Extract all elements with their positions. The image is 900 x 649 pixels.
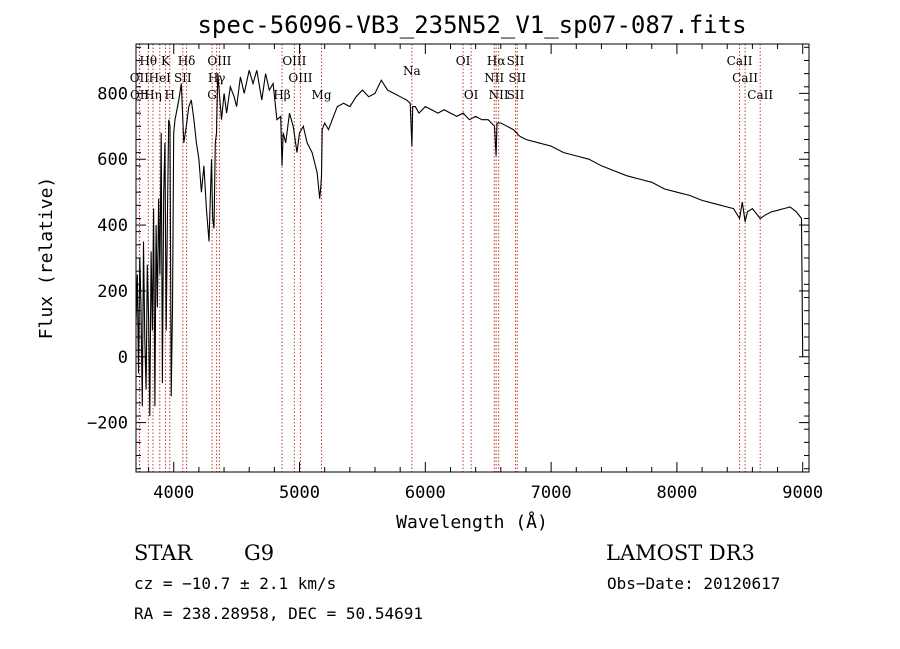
chart-title: spec-56096-VB3_235N52_V1_sp07-087.fits bbox=[197, 11, 746, 39]
spectral-line-label-24: OI bbox=[464, 88, 479, 102]
spectral-line-label-14: NII bbox=[484, 71, 504, 85]
y-tick-label-2: 200 bbox=[97, 282, 128, 302]
x-tick-label-1: 5000 bbox=[279, 483, 320, 503]
spectral-line-label-5: OI bbox=[456, 54, 471, 68]
spectral-line-label-3: OIII bbox=[207, 54, 231, 68]
spectral-line-label-26: SII bbox=[507, 88, 525, 102]
spectral-line-label-1: K bbox=[161, 54, 171, 68]
spectral-line-label-27: CaII bbox=[747, 88, 773, 102]
x-axis-ticks: 4000 5000 6000 7000 8000 9000 bbox=[148, 44, 823, 503]
coordinates: RA = 238.28958, DEC = 50.54691 bbox=[134, 604, 423, 623]
x-axis-label: Wavelength (Å) bbox=[396, 511, 548, 533]
x-tick-label-5: 9000 bbox=[782, 483, 823, 503]
spectral-line-label-2: Hδ bbox=[178, 54, 196, 68]
spectral-line-label-20: G bbox=[207, 88, 217, 102]
y-axis-label: Flux (relative) bbox=[36, 177, 57, 340]
y-axis-ticks: −200 0 200 400 600 800 bbox=[87, 46, 809, 470]
spectral-line-label-13: OIII bbox=[288, 71, 312, 85]
x-tick-label-2: 6000 bbox=[405, 483, 446, 503]
spectral-line-label-19: H bbox=[164, 88, 174, 102]
plot-frame bbox=[135, 43, 810, 473]
y-tick-label-3: 400 bbox=[97, 216, 128, 236]
survey-name: LAMOST DR3 bbox=[606, 541, 755, 565]
spectral-line-label-15: SII bbox=[508, 71, 526, 85]
spectral-line-label-17: OII bbox=[130, 88, 150, 102]
spectral-line-markers bbox=[138, 44, 761, 472]
spectral-line-label-23: Na bbox=[403, 64, 421, 78]
spectral-line-label-25: NII bbox=[489, 88, 509, 102]
spectral-line-label-4: OIII bbox=[282, 54, 306, 68]
spectral-line-label-7: SII bbox=[507, 54, 525, 68]
spectral-line-label-22: Mg bbox=[312, 88, 332, 102]
y-tick-label-0: −200 bbox=[87, 414, 128, 434]
spectral-line-label-11: SII bbox=[174, 71, 192, 85]
flux-series-line bbox=[135, 70, 804, 417]
spectral-line-label-16: CaII bbox=[732, 71, 758, 85]
x-tick-label-3: 7000 bbox=[531, 483, 572, 503]
y-tick-label-5: 800 bbox=[97, 84, 128, 104]
object-subclass: G9 bbox=[244, 541, 274, 565]
spectral-line-label-10: HeI bbox=[149, 71, 172, 85]
spectral-line-label-12: Hγ bbox=[208, 71, 226, 85]
spectral-line-label-21: Hβ bbox=[273, 88, 290, 102]
y-tick-label-4: 600 bbox=[97, 150, 128, 170]
object-class: STAR bbox=[134, 541, 193, 565]
observation-date: Obs−Date: 20120617 bbox=[607, 574, 780, 593]
redshift-cz: cz = −10.7 ± 2.1 km/s bbox=[134, 574, 336, 593]
spectral-line-label-6: Hα bbox=[487, 54, 506, 68]
x-tick-label-0: 4000 bbox=[153, 483, 194, 503]
x-tick-label-4: 8000 bbox=[656, 483, 697, 503]
spectral-line-label-9: OII bbox=[130, 71, 150, 85]
y-tick-label-1: 0 bbox=[118, 348, 128, 368]
spectral-line-label-8: CaII bbox=[727, 54, 753, 68]
spectral-line-label-0: Hθ bbox=[139, 54, 157, 68]
spectral-line-label-18: Hη bbox=[144, 88, 162, 102]
